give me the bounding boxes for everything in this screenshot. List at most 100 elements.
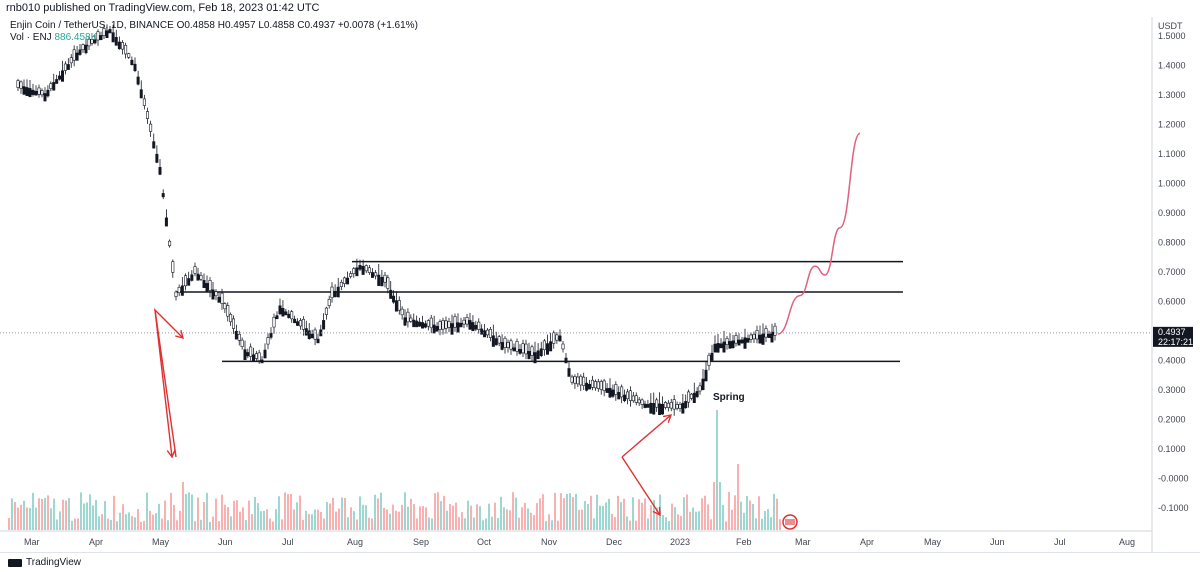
candle-body [704,369,708,382]
candle-body [269,332,273,338]
candle-body [527,351,531,360]
volume-bar [152,514,154,530]
volume-bar [548,514,550,530]
volume-bar [746,495,748,530]
volume-bar [143,520,145,530]
high-value: H0.4957 [217,20,256,31]
candle-body [695,391,699,398]
candle-body [585,382,589,391]
candle-body [617,392,621,400]
y-tick-label: 0.6000 [1158,297,1186,307]
volume-bar [356,519,358,530]
candle-body [252,354,256,362]
candle-body [767,333,771,338]
candle-body [202,280,206,288]
volume-bar [194,521,196,530]
volume-bar [92,505,94,530]
candle-body [761,333,765,345]
candle-body [643,403,647,408]
volume-bar [314,509,316,530]
volume-bar [608,498,610,530]
candle-body [284,311,288,316]
candle-body [60,70,64,82]
candle-body [240,339,244,348]
volume-bar [599,505,601,530]
volume-bar [731,509,733,530]
candle-body [196,273,200,281]
volume-bar [518,517,520,530]
candle-body [637,399,641,404]
volume-bar [467,500,469,530]
candle-body [666,402,670,408]
volume-bar [119,512,121,530]
volume-bar [23,500,25,530]
x-tick-label: May [152,537,170,547]
candle-body [184,275,188,287]
volume-bar [686,494,688,530]
volume-bar [593,518,595,530]
volume-bar [779,519,781,530]
candle-body [55,79,59,84]
candle-body [364,265,368,272]
volume-bar [449,504,451,530]
tradingview-logo[interactable]: TradingView [8,553,81,572]
volume-bar [377,498,379,530]
candle-body [313,329,317,340]
candle-body [675,404,679,409]
candle-body [722,341,726,353]
volume-bar [290,493,292,530]
volume-bar [89,494,91,530]
candle-body [500,342,504,350]
arrow-head [175,330,184,339]
candle-body [552,332,556,344]
support-resistance-lines [176,260,903,363]
candle-body [75,52,79,61]
y-tick-label: 0.8000 [1158,238,1186,248]
volume-bar [200,519,202,530]
candle-body [66,64,70,70]
volume-bar [374,494,376,530]
volume-bar [533,515,535,530]
candle-body [432,324,436,334]
volume-bar [206,492,208,530]
candle-body [397,300,401,311]
volume-bar [380,492,382,530]
candle-body [394,300,398,312]
volume-bar [101,514,103,530]
candle-body [330,286,334,299]
volume-bar [275,509,277,530]
volume-bar [281,519,283,530]
volume-bar [431,518,433,530]
volume-bar [512,492,514,530]
price-chart[interactable]: Spring USDT 1.5000 1.4000 1.3000 1.2000 1.10… [0,17,1200,552]
candle-body [327,299,331,307]
volume-bar [389,513,391,530]
candle-body [602,380,606,391]
volume-bar [491,516,493,530]
candle-body [180,285,184,296]
candle-body [734,335,738,344]
candle-body [773,325,777,336]
volume-bar [587,503,589,530]
candle-body [660,403,664,415]
candle-body [576,376,580,385]
candle-body [155,153,159,163]
change-value: +0.0078 (+1.61%) [337,20,418,31]
candle-body [728,341,732,349]
projection-curve [777,132,861,335]
last-price-tag: 0.4937 22:17:21 [1153,326,1193,347]
candle-body [634,395,638,403]
x-tick-label: Sep [413,537,429,547]
candle-body [716,343,720,353]
volume-bar [722,504,724,530]
volume-bar [11,498,13,530]
candle-body [367,267,371,273]
volume-bar [479,506,481,530]
volume-bar [50,508,52,530]
candle-body [232,318,236,329]
y-tick-label: 1.0000 [1158,179,1186,189]
candle-body [533,352,537,364]
volume-bar [245,520,247,530]
volume-bar [461,512,463,530]
volume-bar [503,507,505,530]
